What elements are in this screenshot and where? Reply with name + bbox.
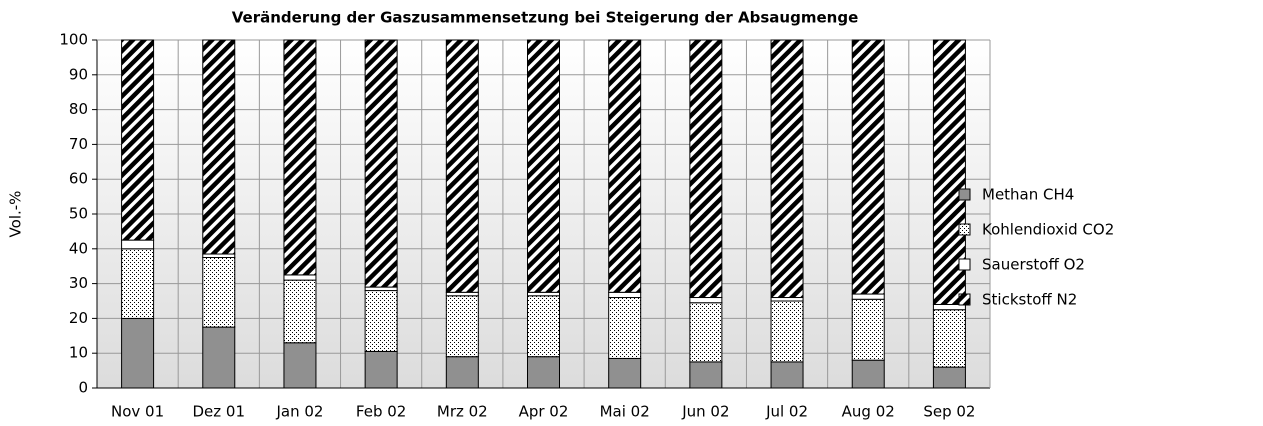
bar-segment — [202, 253, 236, 259]
y-tick-label: 80 — [69, 100, 88, 118]
bar-segment — [689, 361, 723, 389]
bar-segment — [527, 291, 560, 297]
bar-segment — [364, 286, 398, 292]
bar-segment — [445, 295, 479, 358]
bar-segment — [283, 39, 317, 276]
bar-segment — [608, 357, 642, 389]
x-tick-label: Jan 02 — [275, 403, 323, 421]
chart-title: Veränderung der Gaszusammensetzung bei S… — [232, 9, 859, 27]
bar-segment — [202, 39, 236, 255]
legend-swatch — [958, 188, 971, 201]
x-tick-label: Aug 02 — [842, 403, 895, 421]
bar-segment — [770, 361, 804, 389]
x-tick-label: Sep 02 — [923, 403, 975, 421]
bar-segment — [932, 366, 966, 389]
y-tick-label: 50 — [69, 205, 88, 223]
bar-segment — [121, 239, 155, 250]
bar-segment — [608, 291, 642, 299]
bar-segment — [932, 309, 966, 368]
y-tick-label: 60 — [69, 170, 88, 188]
y-tick-label: 100 — [59, 31, 88, 49]
y-tick-label: 40 — [69, 239, 88, 257]
legend-swatch — [958, 223, 971, 236]
bar-segment — [202, 257, 236, 328]
y-axis-label: Vol.-% — [7, 191, 25, 238]
y-tick-label: 20 — [69, 309, 88, 327]
bar-segment — [283, 279, 317, 344]
y-tick-label: 10 — [69, 344, 88, 362]
y-tick-label: 90 — [69, 65, 88, 83]
bar-segment — [770, 297, 804, 302]
bar-segment — [121, 39, 155, 241]
bar-segment — [689, 297, 723, 304]
bar-segment — [121, 317, 155, 389]
bar-segment — [689, 39, 723, 299]
y-tick-label: 70 — [69, 135, 88, 153]
legend-label: Methan CH4 — [982, 186, 1074, 204]
x-tick-label: Jun 02 — [681, 403, 729, 421]
bar-segment — [851, 39, 885, 295]
x-tick-label: Nov 01 — [111, 403, 164, 421]
bar-segment — [770, 300, 804, 363]
bar-segment — [608, 39, 642, 293]
bar-segment — [364, 350, 398, 389]
bar-segment — [608, 297, 642, 359]
bar-segment — [364, 39, 398, 288]
bar-segment — [202, 326, 236, 389]
bar-segment — [851, 359, 885, 389]
y-tick-label: 30 — [69, 274, 88, 292]
bar-segment — [445, 39, 479, 293]
x-tick-label: Jul 02 — [765, 403, 808, 421]
legend-swatch — [958, 258, 971, 271]
x-tick-label: Mai 02 — [600, 403, 650, 421]
bar-segment — [770, 39, 804, 299]
bar-segment — [445, 356, 479, 389]
legend-label: Stickstoff N2 — [982, 291, 1077, 309]
bar-segment — [364, 290, 398, 352]
x-tick-label: Feb 02 — [356, 403, 406, 421]
bar-segment — [851, 293, 885, 300]
x-tick-label: Mrz 02 — [437, 403, 488, 421]
bar-segment — [689, 302, 723, 363]
legend-label: Sauerstoff O2 — [982, 256, 1085, 274]
bar-segment — [527, 295, 560, 358]
y-tick-label: 0 — [78, 379, 88, 397]
legend-swatch — [958, 293, 971, 306]
bar-segment — [527, 356, 560, 389]
legend-label: Kohlendioxid CO2 — [982, 221, 1114, 239]
bar-segment — [283, 342, 317, 389]
bar-segment — [445, 291, 479, 297]
bar-segment — [121, 248, 155, 319]
bar-segment — [283, 274, 317, 281]
x-tick-label: Dez 01 — [193, 403, 246, 421]
x-tick-label: Apr 02 — [519, 403, 569, 421]
bar-segment — [851, 298, 885, 361]
bar-segment — [527, 39, 560, 293]
